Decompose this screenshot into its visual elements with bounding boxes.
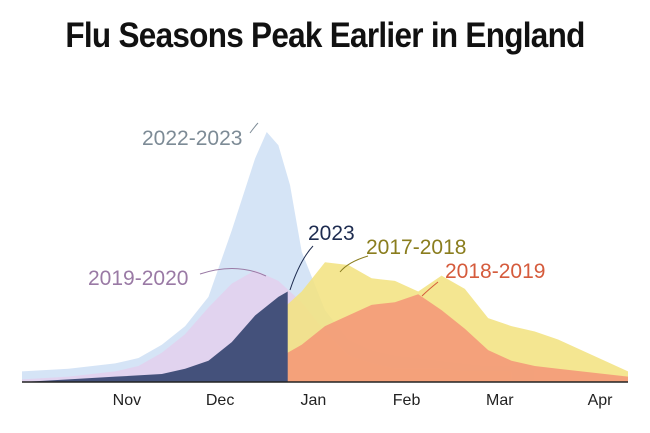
area-series-2023 <box>22 291 288 382</box>
area-series-2018-2019 <box>22 294 628 382</box>
x-tick-label-feb: Feb <box>393 392 421 409</box>
x-axis-ticks: Nov Dec Jan Feb Mar Apr <box>113 392 613 409</box>
area-layer <box>22 131 628 382</box>
x-tick-label-apr: Apr <box>588 392 614 409</box>
series-label-2023: 2023 <box>308 222 355 245</box>
x-tick-label-mar: Mar <box>486 392 514 409</box>
x-tick-label-dec: Dec <box>206 392 234 409</box>
leader-line-2019-2020 <box>199 267 267 277</box>
leader-line-2022-2023 <box>249 122 259 134</box>
leader-line-2018-2019 <box>421 281 439 297</box>
leader-line-2023 <box>289 245 314 291</box>
series-label-2022-2023: 2022-2023 <box>142 127 242 150</box>
series-label-2019-2020: 2019-2020 <box>88 267 188 290</box>
series-label-2018-2019: 2018-2019 <box>445 260 545 283</box>
area-series-2022-2023 <box>22 131 535 382</box>
x-tick-label-jan: Jan <box>300 392 326 409</box>
chart-title: Flu Seasons Peak Earlier in England <box>65 16 585 55</box>
x-tick-label-nov: Nov <box>113 392 141 409</box>
leader-line-2017-2018 <box>339 255 369 273</box>
series-label-2017-2018: 2017-2018 <box>366 236 466 259</box>
